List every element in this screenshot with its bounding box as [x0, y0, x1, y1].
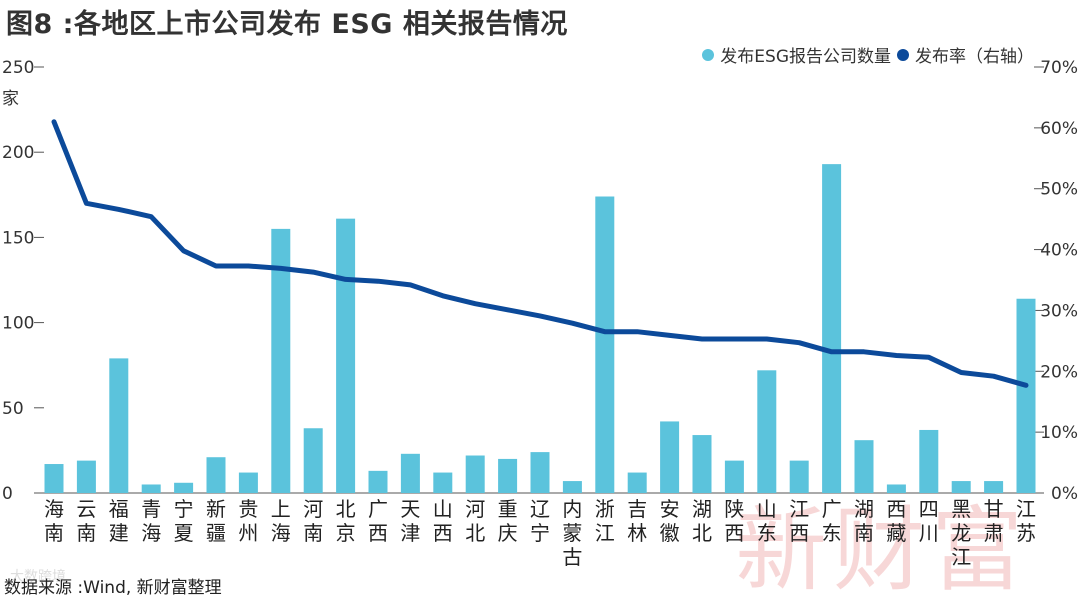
rate-line: [54, 122, 1026, 386]
x-axis-category-label: 吉林: [627, 497, 647, 545]
bar: [401, 454, 420, 493]
x-axis-category-label: 海南: [44, 497, 64, 545]
chart-svg: 0 50 100 150 200 250 0% 10% 20% 30% 40% 50% 60% 70% 海南…: [0, 0, 1080, 596]
y2-axis-tick-label: 0%: [1051, 484, 1078, 504]
y-axis-tick-label: 50: [2, 399, 24, 419]
y2-axis-tick-label: 70%: [1040, 58, 1078, 78]
x-axis-category-label: 江苏: [1016, 497, 1036, 545]
x-axis-category-label: 甘肃: [984, 497, 1004, 545]
source-note: 数据来源 :Wind, 新财富整理: [4, 573, 222, 598]
bar: [887, 484, 906, 493]
x-axis-category-label: 青海: [141, 497, 161, 545]
bar: [531, 452, 550, 493]
bar: [207, 457, 226, 493]
y2-axis-tick-label: 40%: [1040, 241, 1078, 261]
bar: [45, 464, 64, 493]
bar: [725, 461, 744, 493]
bar: [433, 473, 452, 493]
x-axis-category-label: 河北: [465, 497, 485, 545]
bar: [693, 435, 712, 493]
bar: [757, 370, 776, 493]
bar: [628, 473, 647, 493]
bar: [109, 358, 128, 493]
x-axis-category-label: 北京: [336, 497, 356, 545]
y-axis-tick-label: 250: [2, 58, 34, 78]
bar: [595, 197, 614, 493]
x-axis-category-label: 西藏: [886, 497, 906, 545]
bar: [984, 481, 1003, 493]
x-axis-category-label: 天津: [400, 497, 420, 545]
y-axis-tick-label: 150: [2, 228, 34, 248]
bar: [239, 473, 258, 493]
y-axis-tick-label: 0: [2, 484, 13, 504]
x-axis-category-label: 重庆: [498, 497, 518, 545]
bar: [1017, 299, 1036, 493]
bar: [952, 481, 971, 493]
bar: [498, 459, 517, 493]
y2-axis-tick-label: 30%: [1040, 301, 1078, 321]
bar: [174, 483, 193, 493]
bar: [919, 430, 938, 493]
y-axis-tick-label: 100: [2, 314, 34, 334]
y2-axis-tick-label: 50%: [1040, 180, 1078, 200]
x-axis-category-label: 河南: [303, 497, 323, 545]
x-axis-category-label: 湖南: [854, 497, 874, 545]
x-axis-category-label: 辽宁: [530, 497, 550, 545]
y2-axis-tick-label: 60%: [1040, 119, 1078, 139]
x-axis-category-label: 宁夏: [174, 497, 194, 545]
bar: [563, 481, 582, 493]
y2-axis-tick-label: 20%: [1040, 362, 1078, 382]
bar: [77, 461, 96, 493]
bar: [790, 461, 809, 493]
x-axis-category-label: 广西: [368, 497, 388, 545]
y-axis-tick-label: 200: [2, 143, 34, 163]
bar: [336, 219, 355, 493]
x-axis-category-label: 湖北: [692, 497, 712, 545]
bar: [466, 456, 485, 493]
x-axis-category-label: 广东: [822, 497, 842, 545]
x-axis-category-label: 江西: [789, 497, 809, 545]
x-axis-category-label: 内蒙古: [562, 497, 582, 569]
x-axis-category-label: 山西: [433, 497, 453, 545]
x-axis-category-label: 浙江: [595, 497, 615, 545]
bar: [369, 471, 388, 493]
x-axis-category-label: 新疆: [206, 497, 226, 545]
bar: [142, 484, 161, 493]
x-axis-category-label: 陕西: [724, 497, 744, 545]
x-axis-category-label: 安徽: [660, 497, 680, 545]
x-axis-category-label: 黑龙江: [951, 497, 971, 569]
bar: [660, 421, 679, 493]
bar: [855, 440, 874, 493]
bar: [304, 428, 323, 493]
bar: [822, 164, 841, 493]
x-axis-category-label: 上海: [271, 497, 291, 545]
x-axis-category-label: 福建: [109, 497, 129, 545]
y2-axis-tick-label: 10%: [1040, 423, 1078, 443]
x-axis-category-label: 云南: [76, 497, 96, 545]
x-axis-category-label: 四川: [919, 497, 939, 545]
x-axis-category-label: 贵州: [238, 497, 258, 545]
x-axis-category-label: 山东: [757, 497, 777, 545]
